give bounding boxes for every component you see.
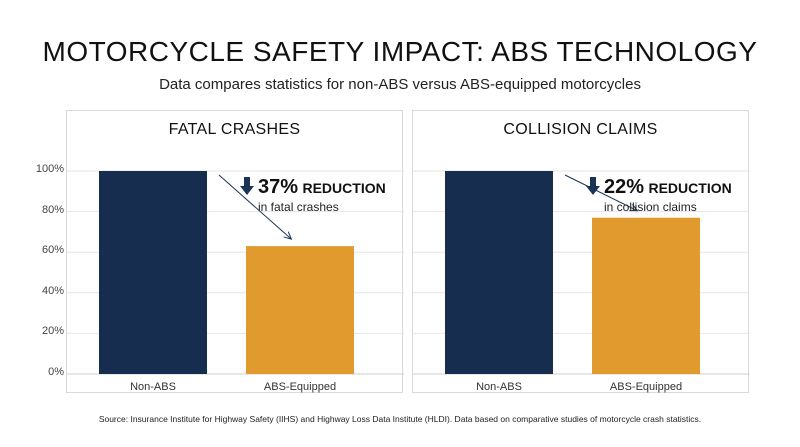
panel-title: FATAL CRASHES <box>168 121 301 138</box>
category-label: ABS-Equipped <box>610 381 682 393</box>
chart-subtitle: Data compares statistics for non-ABS ver… <box>159 76 641 93</box>
bar-non-abs <box>445 171 553 374</box>
arrow-head-icon <box>629 204 639 212</box>
chart-title: MOTORCYCLE SAFETY IMPACT: ABS TECHNOLOGY <box>42 36 758 67</box>
bar-abs-equipped <box>592 217 700 374</box>
arrow-head-icon <box>283 231 293 240</box>
bar-abs-equipped <box>246 246 354 374</box>
reduction-annotation: 22% REDUCTION in collision claims <box>586 177 732 213</box>
collision-claims-panel: COLLISION CLAIMS Non-ABS ABS-Equipped 22% … <box>412 110 750 393</box>
trend-arrow-line <box>564 174 638 212</box>
source-note: Source: Insurance Institute for Highway … <box>98 414 702 424</box>
reduction-annotation: 37% REDUCTION in fatal crashes <box>240 177 386 213</box>
chart-plot: Non-ABS ABS-Equipped <box>67 170 404 393</box>
reduction-percent: 22% <box>604 176 645 198</box>
down-arrow-icon <box>586 177 600 195</box>
reduction-label: REDUCTION <box>302 180 386 196</box>
y-tick-label: 40% <box>41 284 64 297</box>
bar-non-abs <box>99 171 207 374</box>
panel-title: COLLISION CLAIMS <box>503 121 658 138</box>
reduction-percent: 37% <box>258 176 299 198</box>
down-arrow-icon <box>240 177 254 195</box>
category-label: Non-ABS <box>130 381 176 393</box>
reduction-label: REDUCTION <box>648 180 732 196</box>
y-tick-label: 60% <box>41 244 64 257</box>
chart-plot: Non-ABS ABS-Equipped <box>413 170 750 393</box>
y-tick-label: 80% <box>41 203 64 216</box>
fatal-crashes-panel: FATAL CRASHES Non-ABS ABS-Equipped 37% RED… <box>66 110 404 393</box>
y-tick-label: 100% <box>35 163 64 175</box>
category-label: ABS-Equipped <box>264 381 336 393</box>
trend-arrow-line <box>218 174 292 240</box>
y-tick-label: 20% <box>41 325 64 338</box>
reduction-detail: in fatal crashes <box>258 200 339 214</box>
category-label: Non-ABS <box>476 381 522 393</box>
reduction-detail: in collision claims <box>604 200 697 214</box>
y-tick-label: 0% <box>48 366 64 378</box>
